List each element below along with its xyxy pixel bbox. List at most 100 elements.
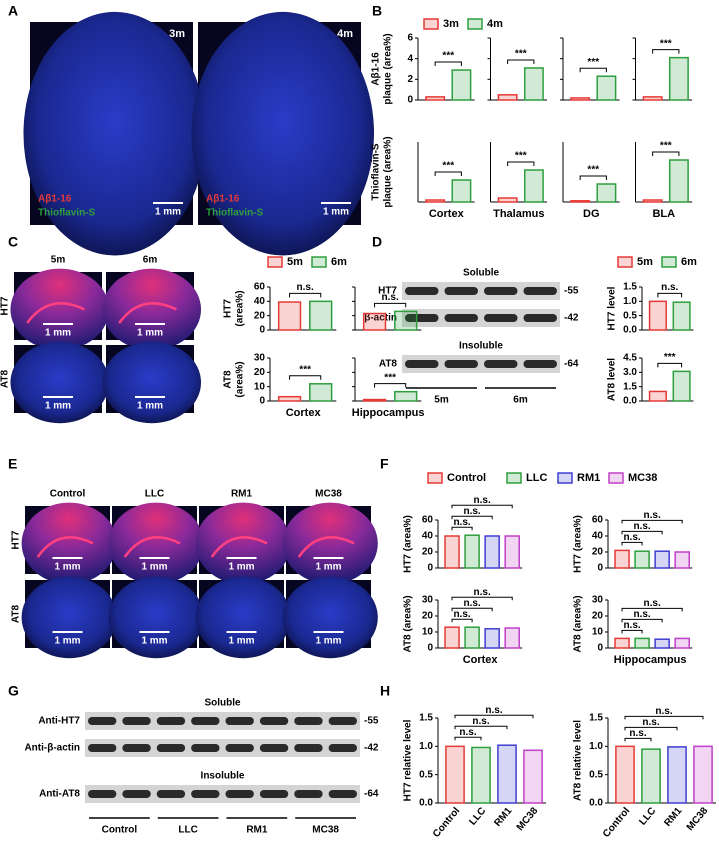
y-tick-label: 1.5 xyxy=(623,381,637,392)
y-tick-label: 1.0 xyxy=(589,741,603,752)
blot-band xyxy=(484,314,518,322)
panel-label: H xyxy=(380,683,390,699)
y-tick-label: 4 xyxy=(407,53,413,64)
comparison-label: n.s. xyxy=(633,521,650,532)
blot-marker: -64 xyxy=(364,789,379,800)
blot-band xyxy=(156,790,186,798)
bar xyxy=(464,626,480,649)
blot-marker: -42 xyxy=(564,313,579,324)
blot-row-label: Anti-AT8 xyxy=(39,789,80,800)
significance-label: *** xyxy=(515,49,527,60)
scale-bar-label: 1 mm xyxy=(137,401,163,412)
significance-label: n.s. xyxy=(297,282,314,293)
blot-band xyxy=(294,717,323,725)
y-tick-label: 0 xyxy=(427,563,433,574)
blot-band xyxy=(405,360,439,368)
significance-bracket xyxy=(579,175,607,180)
bar xyxy=(634,550,650,569)
panel-label: C xyxy=(8,234,18,250)
significance-bracket xyxy=(507,59,535,64)
comparison-bracket xyxy=(621,629,643,634)
bar xyxy=(362,398,387,402)
blot-band xyxy=(484,287,518,295)
group-label: RM1 xyxy=(246,825,268,836)
significance-bracket xyxy=(374,302,407,308)
y-axis-label: (area%) xyxy=(235,290,246,326)
comparison-bracket xyxy=(621,618,663,623)
bar xyxy=(523,67,544,101)
blot-band xyxy=(225,790,254,798)
legend-swatch xyxy=(467,18,483,30)
legend-label: LLC xyxy=(526,472,547,484)
y-tick-label: 20 xyxy=(422,611,434,622)
y-axis-label: Thioflavin-S xyxy=(371,143,382,201)
scale-bar-label: 1 mm xyxy=(315,562,341,573)
significance-label: *** xyxy=(660,38,672,49)
y-axis-label: AT8 level xyxy=(607,358,618,401)
bar xyxy=(451,69,472,101)
legend-swatch xyxy=(557,472,573,484)
scale-bar-label: 1 mm xyxy=(141,636,167,647)
x-tick-label: Thalamus xyxy=(493,208,544,220)
tissue xyxy=(10,341,110,424)
bar xyxy=(614,637,630,649)
tissue xyxy=(282,576,378,659)
bar xyxy=(570,200,591,203)
blot-band xyxy=(156,717,186,725)
blot-band xyxy=(523,314,557,322)
bar xyxy=(362,312,387,331)
x-tick-label: DG xyxy=(583,208,600,220)
tissue xyxy=(191,11,375,256)
significance-label: *** xyxy=(442,161,454,172)
comparison-bracket xyxy=(454,736,482,741)
blot-band xyxy=(405,314,439,322)
bar xyxy=(615,745,635,804)
blot-section-title: Soluble xyxy=(463,268,500,279)
significance-label: *** xyxy=(664,352,676,363)
significance-bracket xyxy=(434,171,462,176)
y-tick-label: 20 xyxy=(592,547,604,558)
significance-bracket xyxy=(289,375,322,380)
comparison-bracket xyxy=(621,541,643,546)
scale-bar-label: 1 mm xyxy=(315,636,341,647)
bar xyxy=(642,199,663,203)
tissue xyxy=(102,268,202,351)
blot-band xyxy=(294,744,323,752)
x-tick-label: LLC xyxy=(467,806,488,828)
panel-label: F xyxy=(380,456,389,472)
column-label: 6m xyxy=(143,255,158,266)
stain-band xyxy=(123,536,181,558)
bar xyxy=(648,390,667,402)
tissue xyxy=(282,502,378,585)
stain-band xyxy=(118,302,177,324)
y-axis-label: AT8 (area%) xyxy=(403,595,414,652)
y-tick-label: 1.0 xyxy=(419,741,433,752)
legend-label: 3m xyxy=(443,18,459,30)
blot-band xyxy=(88,717,117,725)
comparison-bracket xyxy=(624,726,678,731)
y-axis-label: HT7 level xyxy=(607,286,618,330)
blot-band xyxy=(328,744,357,752)
y-tick-label: 60 xyxy=(254,282,266,293)
legend-swatch xyxy=(311,256,327,268)
scale-bar-label: 1 mm xyxy=(141,562,167,573)
blot-section-title: Soluble xyxy=(204,698,241,709)
bar xyxy=(394,310,418,331)
blot-strip xyxy=(85,739,360,757)
y-tick-label: 20 xyxy=(254,367,266,378)
blot-band xyxy=(523,287,557,295)
blot-strip xyxy=(402,282,560,300)
y-tick-label: 0.0 xyxy=(623,325,637,336)
blot-strip xyxy=(402,309,560,327)
bar xyxy=(634,637,650,649)
y-tick-label: 20 xyxy=(254,310,266,321)
comparison-bracket xyxy=(451,526,473,531)
comparison-label: n.s. xyxy=(642,717,659,728)
scale-bar-label: 1 mm xyxy=(323,207,349,218)
bar xyxy=(570,97,591,101)
significance-label: *** xyxy=(515,151,527,162)
y-tick-label: 0.0 xyxy=(589,798,603,809)
comparison-bracket xyxy=(621,607,683,612)
bar xyxy=(444,535,460,569)
scale-bar-label: 1 mm xyxy=(45,328,71,339)
